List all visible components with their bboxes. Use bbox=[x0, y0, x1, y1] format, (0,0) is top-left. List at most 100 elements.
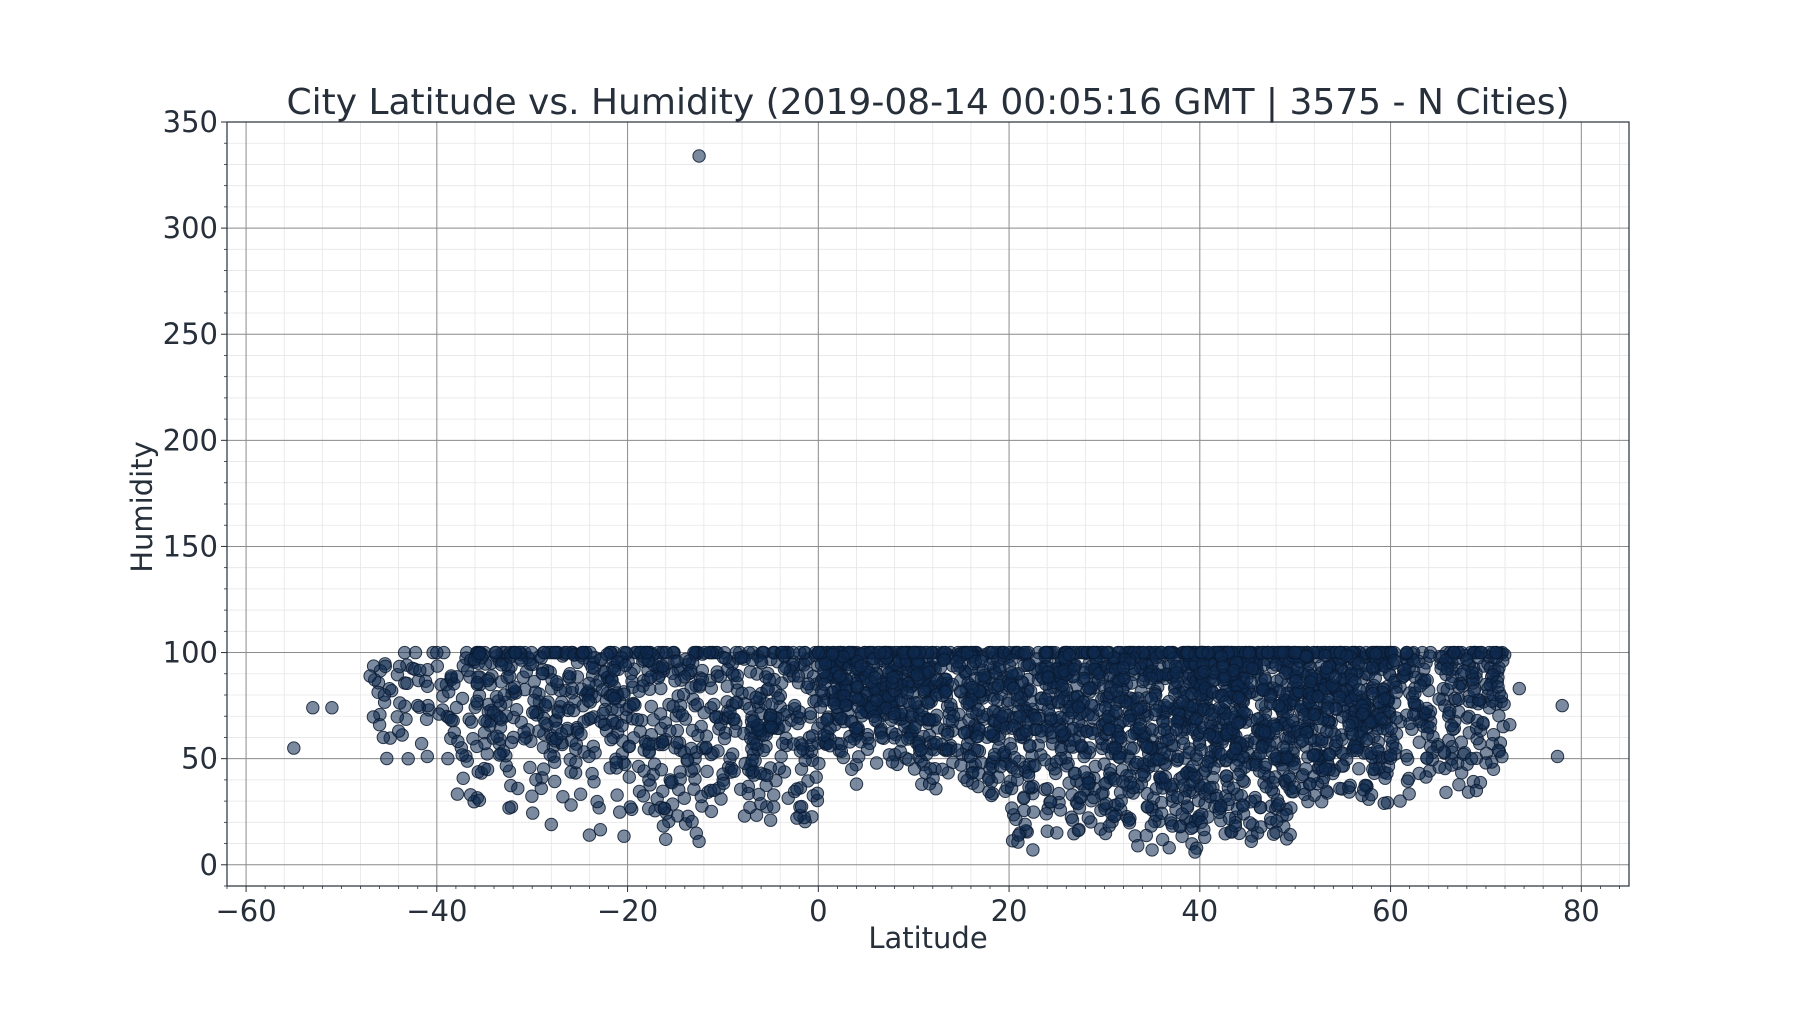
data-point bbox=[1162, 694, 1176, 709]
data-point bbox=[1447, 645, 1461, 660]
data-point bbox=[850, 680, 865, 694]
data-point bbox=[922, 713, 937, 727]
data-point bbox=[977, 668, 991, 683]
data-point bbox=[991, 678, 1006, 693]
data-point bbox=[527, 693, 541, 707]
data-point bbox=[1019, 645, 1033, 660]
data-point bbox=[617, 829, 631, 843]
data-point bbox=[1071, 823, 1086, 838]
data-point bbox=[377, 688, 392, 702]
data-point bbox=[1099, 796, 1114, 811]
data-point bbox=[940, 727, 955, 742]
data-point bbox=[1280, 808, 1294, 822]
data-point bbox=[554, 727, 569, 741]
data-point bbox=[1387, 653, 1402, 668]
data-point bbox=[1136, 674, 1150, 689]
data-point bbox=[1176, 695, 1190, 709]
data-point bbox=[1244, 834, 1259, 848]
data-point bbox=[1254, 820, 1268, 834]
data-point bbox=[1389, 685, 1404, 700]
data-point bbox=[765, 697, 779, 711]
data-point bbox=[849, 777, 864, 791]
data-point bbox=[1368, 671, 1383, 685]
data-point bbox=[1377, 796, 1391, 810]
y-tick-label: 50 bbox=[181, 742, 218, 776]
data-point bbox=[550, 675, 564, 689]
data-point bbox=[734, 650, 748, 665]
data-point bbox=[1420, 751, 1434, 765]
data-point bbox=[1492, 709, 1506, 723]
data-point bbox=[926, 771, 940, 786]
data-point bbox=[1259, 780, 1273, 794]
data-point bbox=[942, 714, 957, 728]
data-point bbox=[596, 706, 610, 721]
data-point bbox=[1253, 800, 1268, 815]
data-point bbox=[937, 653, 951, 667]
data-point bbox=[1417, 662, 1431, 676]
data-point bbox=[1155, 832, 1170, 847]
data-point bbox=[1432, 692, 1446, 706]
data-point bbox=[1440, 662, 1455, 676]
data-point bbox=[873, 645, 887, 660]
data-point bbox=[811, 645, 825, 660]
data-point bbox=[843, 735, 857, 749]
data-point bbox=[1444, 718, 1459, 733]
data-point bbox=[691, 728, 705, 743]
data-point bbox=[971, 729, 985, 744]
data-point bbox=[1452, 778, 1466, 792]
data-point bbox=[849, 721, 864, 736]
data-point bbox=[910, 668, 924, 682]
data-point bbox=[694, 789, 708, 804]
data-point bbox=[450, 670, 464, 684]
data-point bbox=[1053, 803, 1068, 817]
data-point bbox=[306, 701, 320, 715]
data-point bbox=[1467, 684, 1481, 698]
data-point bbox=[1038, 692, 1053, 706]
data-point bbox=[655, 659, 670, 673]
data-point bbox=[1407, 695, 1421, 710]
data-point bbox=[707, 783, 721, 797]
data-point bbox=[704, 804, 719, 819]
data-point bbox=[1116, 660, 1131, 675]
data-point bbox=[450, 787, 465, 801]
data-point bbox=[810, 786, 825, 800]
data-point bbox=[1307, 748, 1321, 762]
data-point bbox=[494, 658, 509, 672]
data-point bbox=[378, 659, 392, 673]
data-point bbox=[1290, 661, 1305, 676]
data-point bbox=[960, 773, 974, 788]
data-point bbox=[1049, 755, 1064, 769]
data-point bbox=[760, 768, 774, 783]
data-point bbox=[640, 645, 654, 660]
data-point bbox=[673, 772, 687, 786]
data-point bbox=[1352, 762, 1366, 776]
data-point bbox=[1307, 707, 1321, 722]
data-point bbox=[1269, 721, 1284, 736]
data-point bbox=[1197, 665, 1212, 679]
data-point bbox=[1366, 762, 1380, 776]
data-point bbox=[400, 676, 414, 691]
data-point bbox=[646, 713, 660, 727]
data-point bbox=[668, 674, 682, 688]
data-point bbox=[767, 800, 781, 814]
data-point bbox=[626, 697, 641, 711]
y-tick-label: 150 bbox=[163, 529, 218, 563]
data-point bbox=[1339, 649, 1354, 663]
data-point bbox=[1318, 648, 1332, 663]
data-point bbox=[1457, 664, 1471, 678]
data-point bbox=[1374, 712, 1388, 726]
data-point bbox=[1026, 843, 1040, 857]
data-point bbox=[472, 646, 486, 661]
data-point bbox=[392, 724, 406, 738]
data-point bbox=[763, 813, 778, 827]
data-point bbox=[1007, 750, 1022, 765]
data-point bbox=[622, 770, 636, 784]
data-point bbox=[900, 686, 914, 700]
data-point bbox=[1320, 724, 1334, 739]
data-point bbox=[707, 697, 721, 712]
data-point bbox=[747, 714, 761, 728]
data-point bbox=[971, 779, 985, 794]
data-point bbox=[1130, 702, 1145, 716]
data-point bbox=[1349, 743, 1364, 758]
